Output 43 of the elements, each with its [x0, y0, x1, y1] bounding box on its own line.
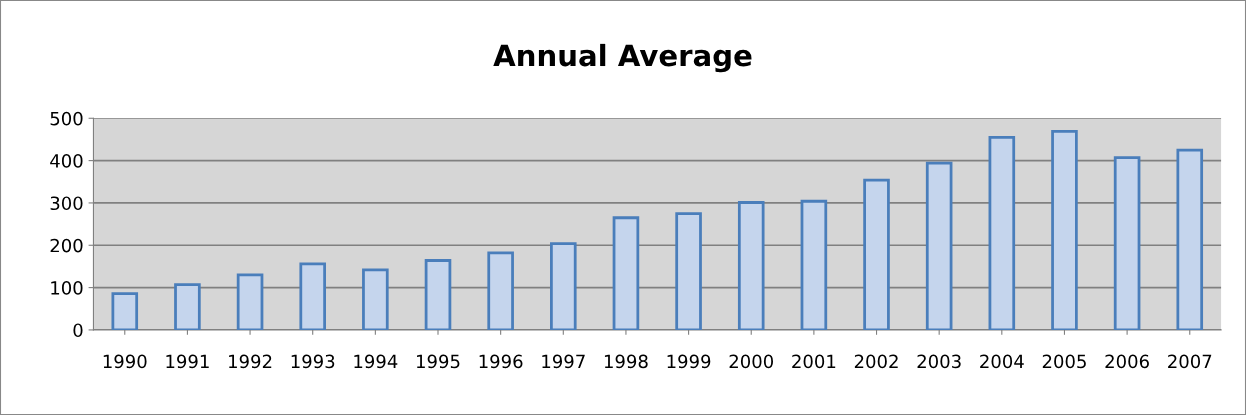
bar	[612, 216, 640, 330]
bar	[737, 201, 765, 330]
y-tick-label: 0	[73, 323, 83, 338]
bar	[174, 283, 201, 330]
bar	[675, 212, 702, 330]
bar	[1051, 130, 1078, 330]
bar	[988, 135, 1016, 330]
x-tick-label: 1997	[542, 354, 585, 369]
x-tick-label: 1990	[103, 354, 147, 369]
bar	[925, 161, 953, 330]
bar	[111, 292, 139, 330]
bar	[800, 199, 828, 330]
bar	[424, 259, 452, 330]
bar	[299, 262, 326, 330]
y-tick-label: 100	[51, 281, 83, 295]
bar	[863, 178, 890, 330]
y-tick-label: 500	[50, 111, 83, 126]
x-tick-label: 2007	[1168, 354, 1212, 369]
x-tick-label: 1998	[604, 354, 648, 369]
bar	[550, 242, 577, 330]
y-tick-label: 300	[50, 196, 83, 211]
x-tick-label: 1999	[667, 354, 711, 369]
x-tick-label: 2003	[917, 354, 961, 369]
y-tick-label: 200	[50, 238, 83, 253]
bar	[1113, 156, 1141, 330]
x-tick-label: 1993	[291, 354, 335, 369]
x-tick-label: 1994	[354, 354, 398, 369]
x-tick-label: 1995	[417, 354, 460, 369]
bar	[362, 268, 389, 330]
x-tick-label: 1996	[479, 354, 523, 369]
bar	[1176, 148, 1204, 330]
x-tick-label: 2004	[980, 354, 1024, 369]
x-tick-label: 2001	[792, 354, 836, 369]
x-tick-label: 2006	[1105, 354, 1149, 369]
x-tick-label: 2005	[1042, 354, 1086, 369]
x-tick-label: 1992	[229, 354, 272, 369]
bar	[487, 251, 514, 330]
bar	[236, 273, 264, 330]
x-tick-label: 2000	[729, 354, 774, 369]
chart-title: Annual Average	[493, 43, 752, 73]
y-tick-label: 400	[50, 154, 83, 168]
x-tick-label: 1991	[166, 354, 209, 369]
x-tick-label: 2002	[854, 354, 898, 369]
